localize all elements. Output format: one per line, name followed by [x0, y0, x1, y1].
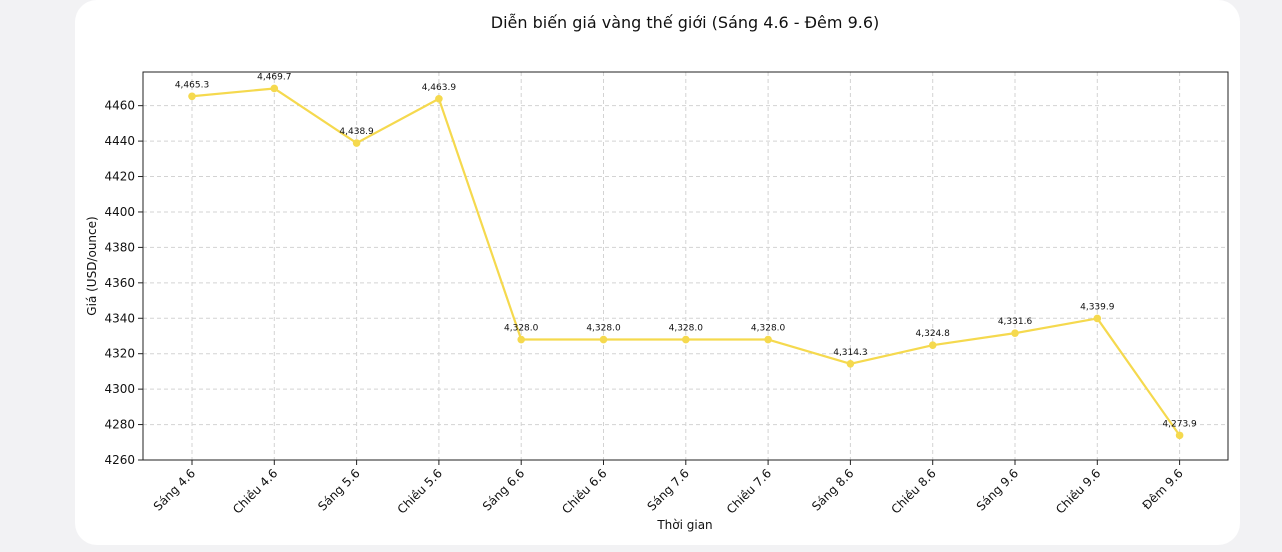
x-tick-label: Chiều 4.6: [230, 466, 280, 516]
x-axis-label: Thời gian: [656, 518, 712, 532]
data-point: [270, 84, 279, 93]
x-tick-label: Đêm 9.6: [1140, 466, 1186, 512]
x-tick-label: Chiều 9.6: [1053, 466, 1103, 516]
y-axis-ticks: 4260 4280 4300 4320 4340 4360 4380 4400 4420 4440…: [104, 99, 143, 467]
x-tick-label: Sáng 7.6: [644, 466, 691, 513]
y-axis-label: Giá (USD/ounce): [85, 216, 99, 315]
y-tick-label: 4260: [104, 453, 135, 467]
data-label: 4,339.9: [1080, 302, 1115, 312]
data-label: 4,328.0: [504, 324, 539, 334]
data-point: [928, 341, 937, 349]
data-point: [517, 335, 525, 344]
x-tick-label: Sáng 4.6: [151, 466, 198, 513]
x-tick-label: Sáng 6.6: [480, 466, 527, 513]
data-point: [1093, 314, 1102, 323]
x-tick-label: Chiều 8.6: [888, 466, 938, 516]
data-label: 4,465.3: [175, 80, 209, 90]
data-point: [1011, 329, 1019, 337]
data-point: [764, 335, 772, 344]
x-tick-label: Chiều 6.6: [559, 466, 609, 516]
y-tick-label: 4440: [104, 134, 135, 148]
data-label: 4,331.6: [998, 317, 1033, 327]
y-tick-label: 4300: [104, 382, 135, 396]
y-tick-label: 4280: [104, 418, 135, 432]
x-tick-label: Chiều 5.6: [395, 466, 445, 516]
data-label: 4,438.9: [339, 127, 374, 137]
chart-card: [75, 0, 1240, 545]
data-label: 4,463.9: [422, 83, 457, 93]
data-point: [682, 335, 690, 344]
data-label: 4,328.0: [586, 324, 621, 334]
chart-title: Diễn biến giá vàng thế giới (Sáng 4.6 - …: [491, 13, 880, 32]
x-tick-label: Chiều 7.6: [724, 466, 774, 516]
y-tick-label: 4380: [104, 240, 135, 254]
data-label: 4,273.9: [1162, 419, 1197, 429]
y-tick-label: 4320: [104, 347, 135, 361]
y-tick-label: 4420: [104, 170, 135, 184]
data-label: 4,328.0: [669, 324, 704, 334]
x-axis-ticks: Sáng 4.6 Chiều 4.6 Sáng 5.6 Chiều 5.6 Sáng 6…: [151, 460, 1186, 517]
x-tick-label: Sáng 9.6: [974, 466, 1021, 513]
data-label: 4,469.7: [257, 72, 291, 82]
data-point: [352, 139, 361, 147]
data-label: 4,314.3: [833, 348, 867, 358]
y-tick-label: 4400: [104, 205, 135, 219]
x-tick-label: Sáng 8.6: [809, 466, 856, 513]
grid: [143, 72, 1228, 461]
data-label: 4,324.8: [916, 329, 951, 339]
y-tick-label: 4360: [104, 276, 135, 290]
x-tick-label: Sáng 5.6: [315, 466, 362, 513]
data-point: [846, 359, 855, 368]
y-tick-label: 4460: [104, 99, 135, 113]
y-tick-label: 4340: [104, 311, 135, 325]
price-series: 4,465.3 4,469.7 4,438.9 4,463.9 4,328.0 4,328…: [175, 72, 1197, 440]
data-point: [188, 92, 196, 101]
data-point: [599, 335, 608, 344]
data-label: 4,328.0: [751, 324, 786, 334]
data-point: [1175, 431, 1184, 440]
data-point: [435, 94, 443, 103]
